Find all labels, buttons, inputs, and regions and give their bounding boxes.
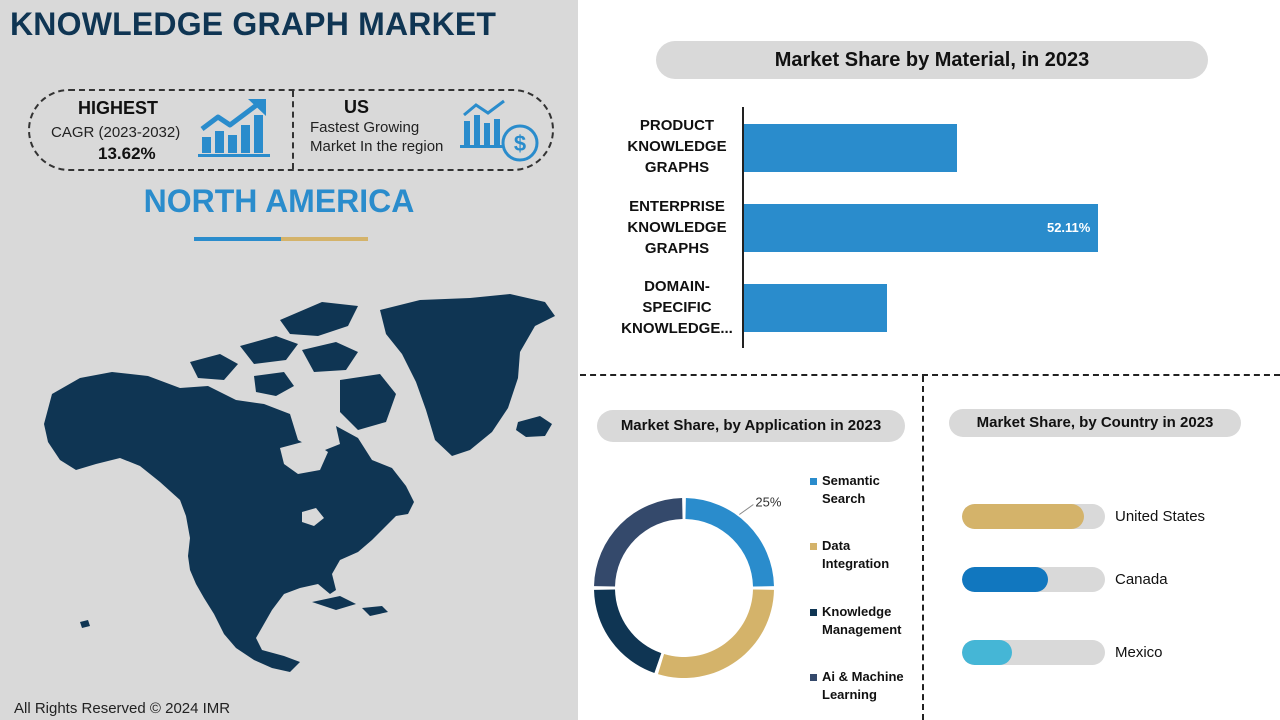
highlights-box: HIGHEST CAGR (2023-2032) 13.62% US Faste…: [28, 89, 554, 171]
country-label-united-states: United States: [1115, 508, 1206, 525]
bar-enterprise-knowledge-graphs: 52.11%: [744, 204, 1099, 252]
north-america-map: [44, 294, 555, 672]
country-track-mexico: [962, 640, 1105, 665]
bar-category-product: PRODUCT KNOWLEDGE GRAPHS: [627, 117, 727, 176]
bar-category-domain-specific: DOMAIN- SPECIFIC KNOWLEDGE...: [621, 278, 733, 337]
dollar-chart-icon: $: [460, 99, 539, 162]
application-chart-title: Market Share, by Application in 2023: [597, 410, 905, 442]
bar-data-label: 52.11%: [1046, 220, 1091, 235]
donut-slice-knowledge-management: [594, 589, 662, 673]
copyright-text: All Rights Reserved © 2024 IMR: [14, 700, 231, 717]
page-title: KNOWLEDGE GRAPH MARKET: [10, 6, 497, 42]
donut-label-leader: [739, 504, 754, 515]
legend-swatch: [810, 543, 817, 550]
donut-slice-data-integration: [657, 589, 774, 678]
legend-swatch: [810, 674, 817, 681]
region-underline: [194, 237, 368, 241]
country-track-united-states: [962, 504, 1105, 529]
country-bar-canada: [962, 567, 1048, 592]
material-chart-title: Market Share by Material, in 2023: [656, 41, 1208, 79]
donut-slice-ai-machine-learning: [594, 498, 683, 587]
application-donut-chart: 25%: [594, 495, 782, 678]
vertical-divider: [922, 376, 924, 720]
horizontal-divider: [580, 374, 1280, 376]
country-track-canada: [962, 567, 1105, 592]
country-bar-mexico: [962, 640, 1013, 665]
country-line-2: Market In the region: [310, 138, 444, 155]
highlights-divider: [292, 91, 294, 169]
legend-swatch: [810, 478, 817, 485]
donut-slice-semantic-search: [685, 498, 774, 587]
bar-domain-specific-knowledge: [744, 284, 888, 332]
highest-heading: HIGHEST: [78, 98, 159, 118]
growth-chart-icon: [198, 99, 270, 157]
country-label-canada: Canada: [1115, 571, 1168, 588]
bar-category-enterprise: ENTERPRISE KNOWLEDGE GRAPHS: [627, 198, 727, 257]
country-chart-title: Market Share, by Country in 2023: [949, 409, 1241, 437]
left-panel: KNOWLEDGE GRAPH MARKET HIGHEST CAGR (202…: [0, 0, 578, 720]
material-chart-axis: [742, 107, 744, 348]
region-title: NORTH AMERICA: [143, 183, 415, 219]
country-heading: US: [344, 97, 370, 117]
cagr-label: CAGR (2023-2032): [51, 124, 181, 141]
country-bar-united-states: [962, 504, 1084, 529]
country-label-mexico: Mexico: [1115, 644, 1163, 661]
cagr-value: 13.62%: [98, 144, 156, 163]
bar-product-knowledge-graphs: [744, 124, 957, 172]
legend-swatch: [810, 609, 817, 616]
svg-text:$: $: [514, 131, 526, 156]
country-line-1: Fastest Growing: [310, 119, 420, 136]
donut-data-label: 25%: [755, 495, 781, 510]
